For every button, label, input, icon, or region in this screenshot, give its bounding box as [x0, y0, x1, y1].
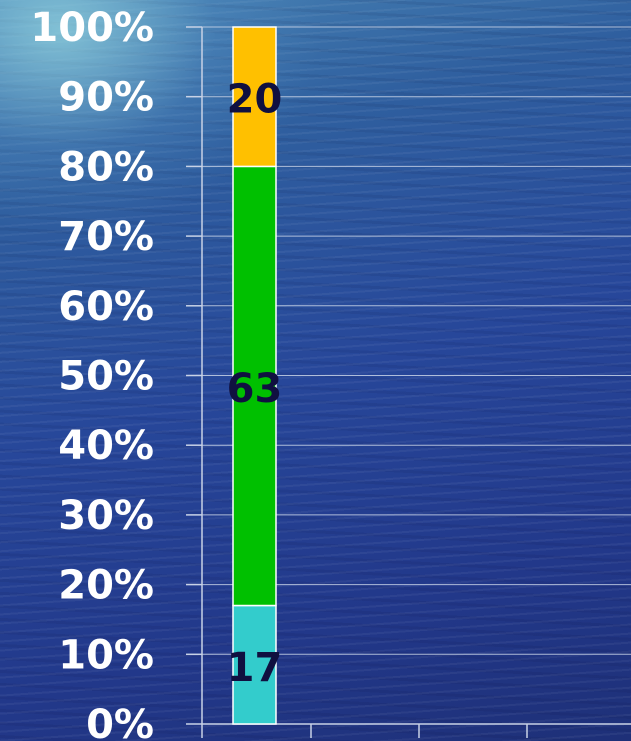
y-tick-label: 10% [58, 632, 154, 678]
y-tick-label: 90% [58, 75, 154, 121]
y-tick-label: 20% [58, 563, 154, 609]
y-tick-label: 30% [58, 493, 154, 539]
y-tick-label: 50% [58, 354, 154, 400]
bar-segment-2 [232, 26, 277, 168]
data-labels: 17 63 20 [227, 77, 283, 691]
bar-series [232, 26, 277, 725]
axes [186, 26, 631, 738]
bar-segment-0 [232, 604, 277, 725]
data-label-0: 17 [227, 645, 283, 691]
y-tick-label: 60% [58, 284, 154, 330]
data-label-1: 63 [227, 366, 283, 412]
bar-segment-1 [232, 165, 277, 607]
y-tick-label: 80% [58, 144, 154, 190]
y-tick-label: 70% [58, 214, 154, 260]
data-label-2: 20 [227, 77, 283, 123]
y-axis-tick-labels: 0% 10% 20% 30% 40% 50% 60% 70% 80% 90% 100% [30, 5, 154, 741]
y-tick-label: 100% [30, 5, 154, 51]
y-tick-label: 40% [58, 423, 154, 469]
y-tick-label: 0% [86, 702, 154, 741]
